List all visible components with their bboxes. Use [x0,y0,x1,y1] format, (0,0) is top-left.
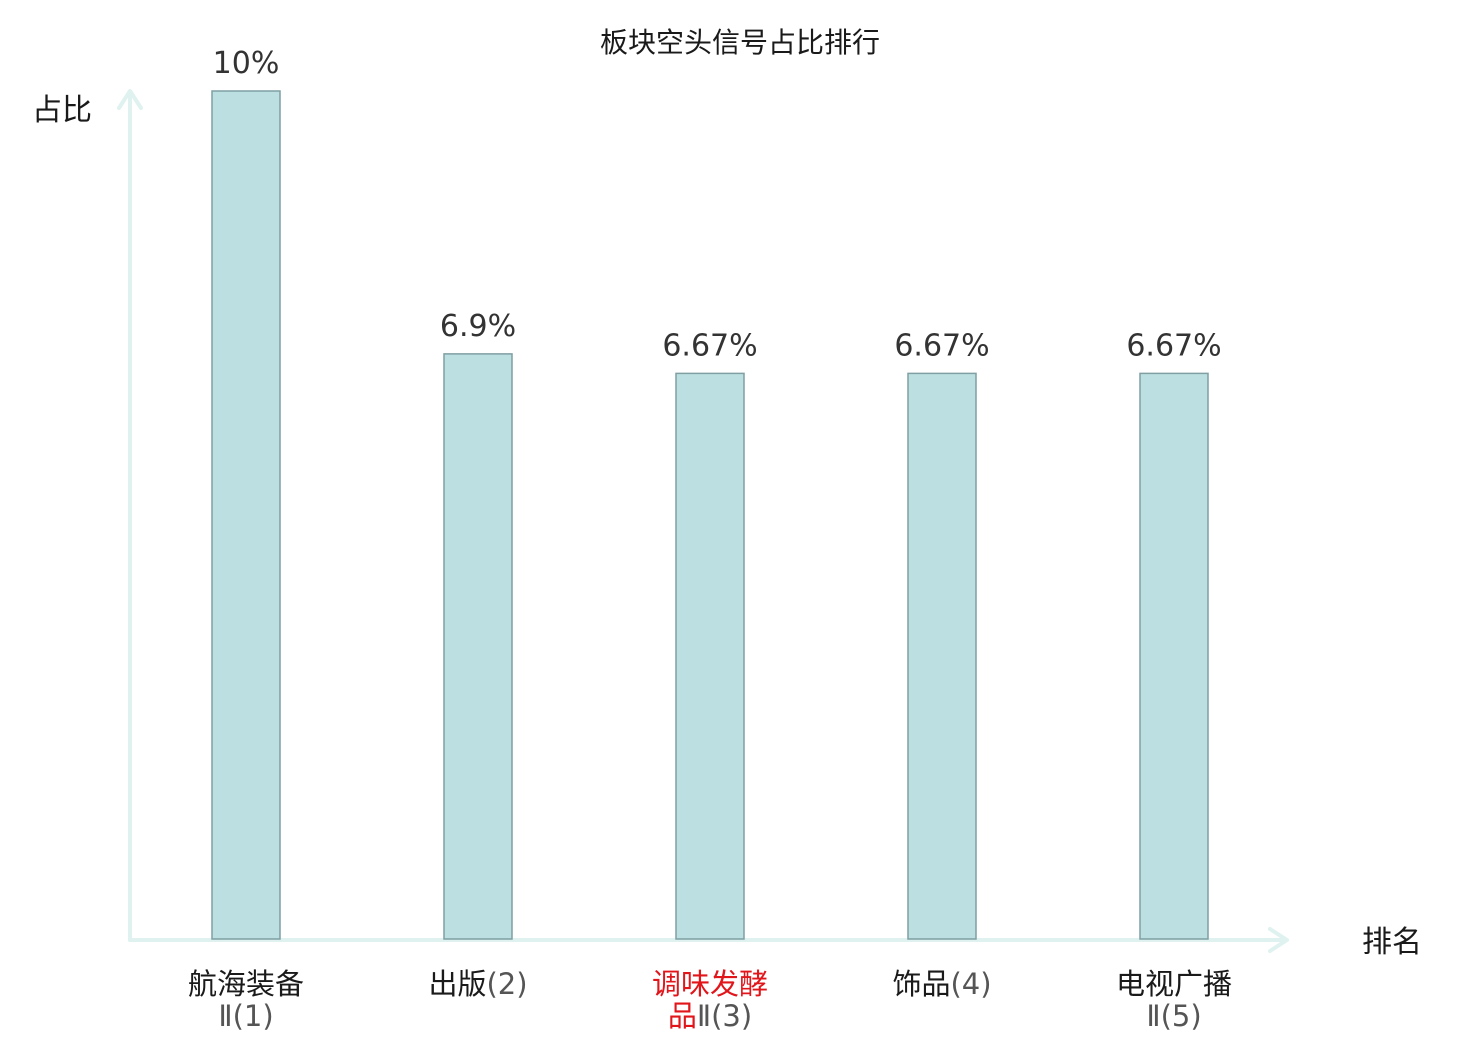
category-label-5: 电视广播 Ⅱ(5) [1116,967,1232,1033]
category-label-5-line-2-suffix: Ⅱ(5) [1146,999,1201,1033]
y-axis-arrow [117,89,143,110]
value-label-3: 6.67% [662,328,757,363]
value-label-2: 6.9% [440,309,516,344]
value-label-4: 6.67% [894,328,989,363]
category-label-2-line-1-text: 出版 [428,967,486,1001]
bar-4 [907,372,977,940]
y-axis-label: 占比 [32,93,92,128]
category-label-1-line-2-suffix: Ⅱ(1) [218,999,273,1033]
value-labels: 10% 6.9% 6.67% 6.67% 6.67% [213,46,1222,363]
category-label-4: 饰品(4) [892,967,991,1001]
category-label-4-line-1-text: 饰品 [892,967,950,1001]
category-label-3: 调味发酵品Ⅱ(3) [652,967,768,1033]
bars [211,90,1209,940]
bar-1 [211,90,281,940]
category-label-5-line-1-text: 电视广播 [1116,967,1232,1001]
x-axis-label: 排名 [1362,925,1422,960]
category-label-3-line-1-text: 调味发酵 [652,967,768,1001]
category-label-1: 航海装备 Ⅱ(1) [188,967,304,1033]
category-label-1-line-1-text: 航海装备 [188,967,304,1001]
value-label-1: 10% [213,46,280,81]
category-labels: 航海装备 Ⅱ(1) 出版(2) 调味发酵品Ⅱ(3) 饰品(4) 电视广播 Ⅱ(5) [188,967,1232,1033]
category-label-3-line-2-suffix: Ⅱ(3) [697,999,752,1033]
bar-3 [675,372,745,940]
category-label-2-line-1-suffix: (2) [486,967,527,1001]
bar-5 [1139,372,1209,940]
category-label-3-line-2-text: 品 [668,999,697,1033]
x-axis-arrow [1268,927,1289,953]
chart-title: 板块空头信号占比排行 [600,26,880,59]
bar-2 [443,353,513,940]
axes [117,89,1289,953]
category-label-4-line-1-suffix: (4) [950,967,991,1001]
value-label-5: 6.67% [1126,328,1221,363]
category-label-2: 出版(2) [428,967,527,1001]
